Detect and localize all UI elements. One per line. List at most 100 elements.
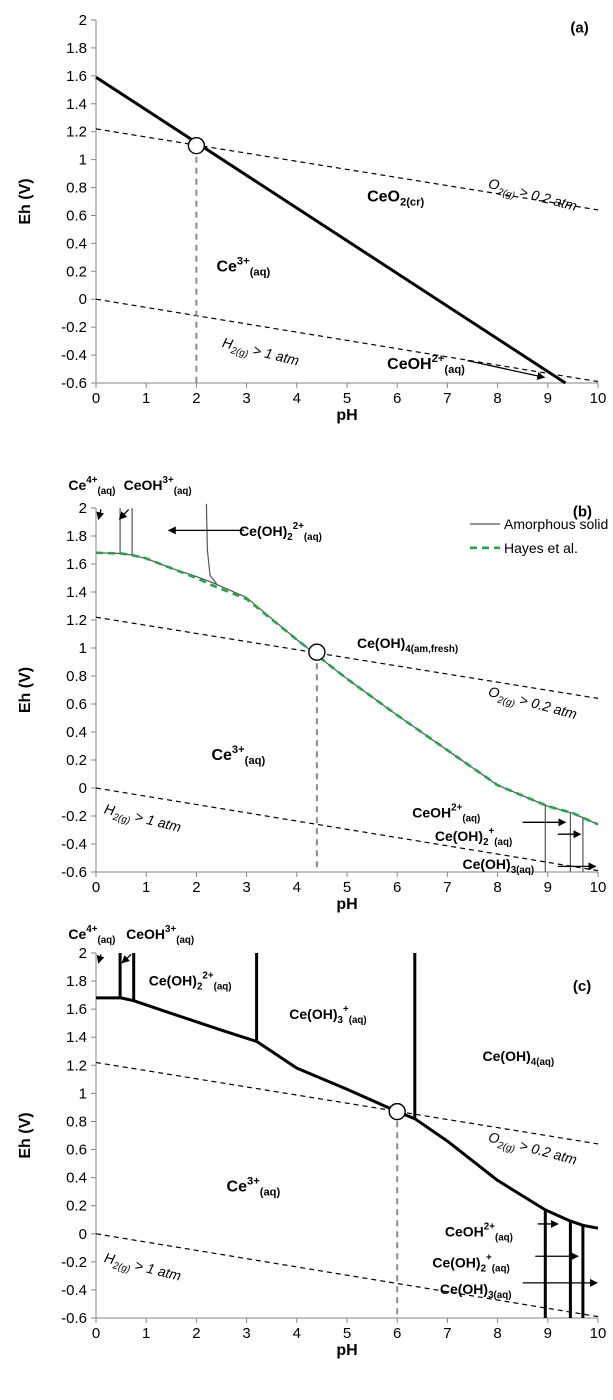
x-tick-label: 3 <box>242 390 250 407</box>
label-arrow <box>96 509 105 521</box>
series-line-solid-thick <box>95 75 567 385</box>
y-tick-label: -0.6 <box>61 1310 87 1327</box>
y-tick-label: 2 <box>79 500 87 517</box>
species-label-sub: (aq) <box>250 266 271 278</box>
gas-limit-label-sub: 2(g) <box>495 186 516 201</box>
x-tick-label: 7 <box>443 879 451 896</box>
species-label: Ce(OH)2+(aq) <box>435 826 512 848</box>
intersection-marker <box>308 643 326 661</box>
species-label-sup: 4+ <box>86 475 97 486</box>
series-line-dashed <box>95 787 599 872</box>
species-label-sup: + <box>486 1252 492 1263</box>
species-label-sub: 4(aq) <box>531 1057 554 1068</box>
species-label: CeOH2+(aq) <box>387 353 465 376</box>
species-label: Ce(OH)3+(aq) <box>289 1004 366 1026</box>
y-tick-label: 0.2 <box>66 752 87 769</box>
species-label-sup: 2+ <box>293 521 304 532</box>
species-label-sup: 2+ <box>202 970 213 981</box>
y-tick-label: 1.4 <box>66 96 87 113</box>
species-label-base: Ce <box>68 926 86 942</box>
species-label-base: CeOH <box>445 1224 484 1240</box>
y-tick-label: 1.4 <box>66 584 87 601</box>
y-tick-label: 1.2 <box>66 612 87 629</box>
x-tick-label: 7 <box>443 390 451 407</box>
series-line-thin-curve <box>205 503 217 584</box>
y-tick-label: -0.4 <box>61 836 87 853</box>
x-tick-label: 6 <box>393 1325 401 1342</box>
y-tick-label: 1.2 <box>66 124 87 141</box>
panel-label: (c) <box>573 978 591 995</box>
x-tick-label: 6 <box>393 879 401 896</box>
x-tick-label: 5 <box>343 390 351 407</box>
series-line-dashed <box>95 298 599 383</box>
y-tick-label: 1.2 <box>66 1057 87 1074</box>
x-tick-label: 2 <box>192 1325 200 1342</box>
y-tick-label: 0.6 <box>66 696 87 713</box>
species-label-sup: 3+ <box>232 744 245 756</box>
y-tick-label: -0.4 <box>61 347 87 364</box>
gas-limit-label-base: O <box>487 1129 502 1147</box>
x-tick-label: 10 <box>590 879 607 896</box>
species-label-sup: 3+ <box>165 924 176 935</box>
species-label-base: CeOH <box>412 804 451 820</box>
x-tick-label: 7 <box>443 1325 451 1342</box>
gas-limit-label-base: O <box>487 175 502 193</box>
panel-b: 0 1 2 3 4 5 6 7 8 9 10 -0.6 -0.4 -0.2 0 0.2 0.4 0.6 0.8 1 1.… <box>17 475 608 913</box>
species-label: Ce3+(aq) <box>216 255 270 278</box>
y-tick-label: 0.2 <box>66 1198 87 1215</box>
gas-limit-label: O2(g) > 0.2 atm <box>486 1129 579 1172</box>
y-tick-label: 0.8 <box>66 180 87 197</box>
x-tick-label: 2 <box>192 879 200 896</box>
species-label-base: Ce(OH) <box>149 972 197 988</box>
species-label-sub1: 3 <box>338 1015 344 1026</box>
species-label-base: Ce <box>227 1179 248 1196</box>
species-label-sub: (aq) <box>349 1015 367 1026</box>
x-axis-title: pH <box>336 407 357 424</box>
y-tick-label: 0.4 <box>66 724 87 741</box>
gas-limit-label: H2(g) > 1 atm <box>102 801 183 839</box>
x-tick-label: 2 <box>192 390 200 407</box>
species-label: Ce(OH)4(aq) <box>483 1048 555 1068</box>
species-label-sub: 3(aq) <box>488 1290 511 1301</box>
x-tick-label: 0 <box>92 879 100 896</box>
series-line-dashed <box>95 1061 599 1145</box>
species-label-base: Ce(OH) <box>239 523 287 539</box>
species-label-sub: (aq) <box>176 935 194 946</box>
x-tick-label: 8 <box>493 390 501 407</box>
gas-limit-label-base: O <box>487 683 502 701</box>
gas-limit-label-rest: > 0.2 atm <box>514 690 579 722</box>
species-label-base: Ce(OH) <box>435 828 483 844</box>
species-label-base: Ce(OH) <box>440 1281 488 1297</box>
x-tick-label: 1 <box>142 879 150 896</box>
species-label-sub: (aq) <box>492 1263 510 1274</box>
x-tick-label: 4 <box>293 879 301 896</box>
gas-limit-label-sub: 2(g) <box>495 694 516 709</box>
y-tick-label: 0.4 <box>66 1170 87 1187</box>
y-tick-label: 0 <box>79 780 87 797</box>
y-tick-label: -0.2 <box>61 1254 87 1271</box>
y-axis-title: Eh (V) <box>17 178 34 224</box>
species-label-sub1: 2 <box>287 532 293 543</box>
gas-limit-label: O2(g) > 0.2 atm <box>486 683 579 726</box>
gas-limit-label-rest: > 0.2 atm <box>514 182 579 214</box>
panel-a: 0 1 2 3 4 5 6 7 8 9 10 -0.6 -0.4 -0.2 0 0.2 0.4 0.6 0.8 1 1.… <box>17 12 606 424</box>
intersection-marker <box>388 1102 406 1121</box>
x-tick-label: 10 <box>590 390 607 407</box>
y-tick-label: 1.8 <box>66 40 87 57</box>
y-tick-label: 1 <box>79 152 87 169</box>
species-label: Ce(OH)22+(aq) <box>149 970 232 992</box>
species-label: CeOH2+(aq) <box>445 1222 513 1244</box>
x-tick-label: 8 <box>493 1325 501 1342</box>
species-label-sub1: 2 <box>197 981 203 992</box>
species-label-base: Ce(OH) <box>357 635 405 651</box>
species-label: CeOH3+(aq) <box>124 475 192 497</box>
species-label-sup: 3+ <box>163 475 174 486</box>
species-label: Ce(OH)3(aq) <box>440 1281 512 1301</box>
y-tick-label: -0.2 <box>61 319 87 336</box>
gas-limit-label-rest: > 1 atm <box>248 341 302 369</box>
series-line-dashed <box>95 616 599 699</box>
species-label-sup: 3+ <box>237 255 250 267</box>
species-label: CeOH3+(aq) <box>126 924 194 946</box>
x-tick-label: 1 <box>142 1325 150 1342</box>
y-tick-label: 1 <box>79 1085 87 1102</box>
